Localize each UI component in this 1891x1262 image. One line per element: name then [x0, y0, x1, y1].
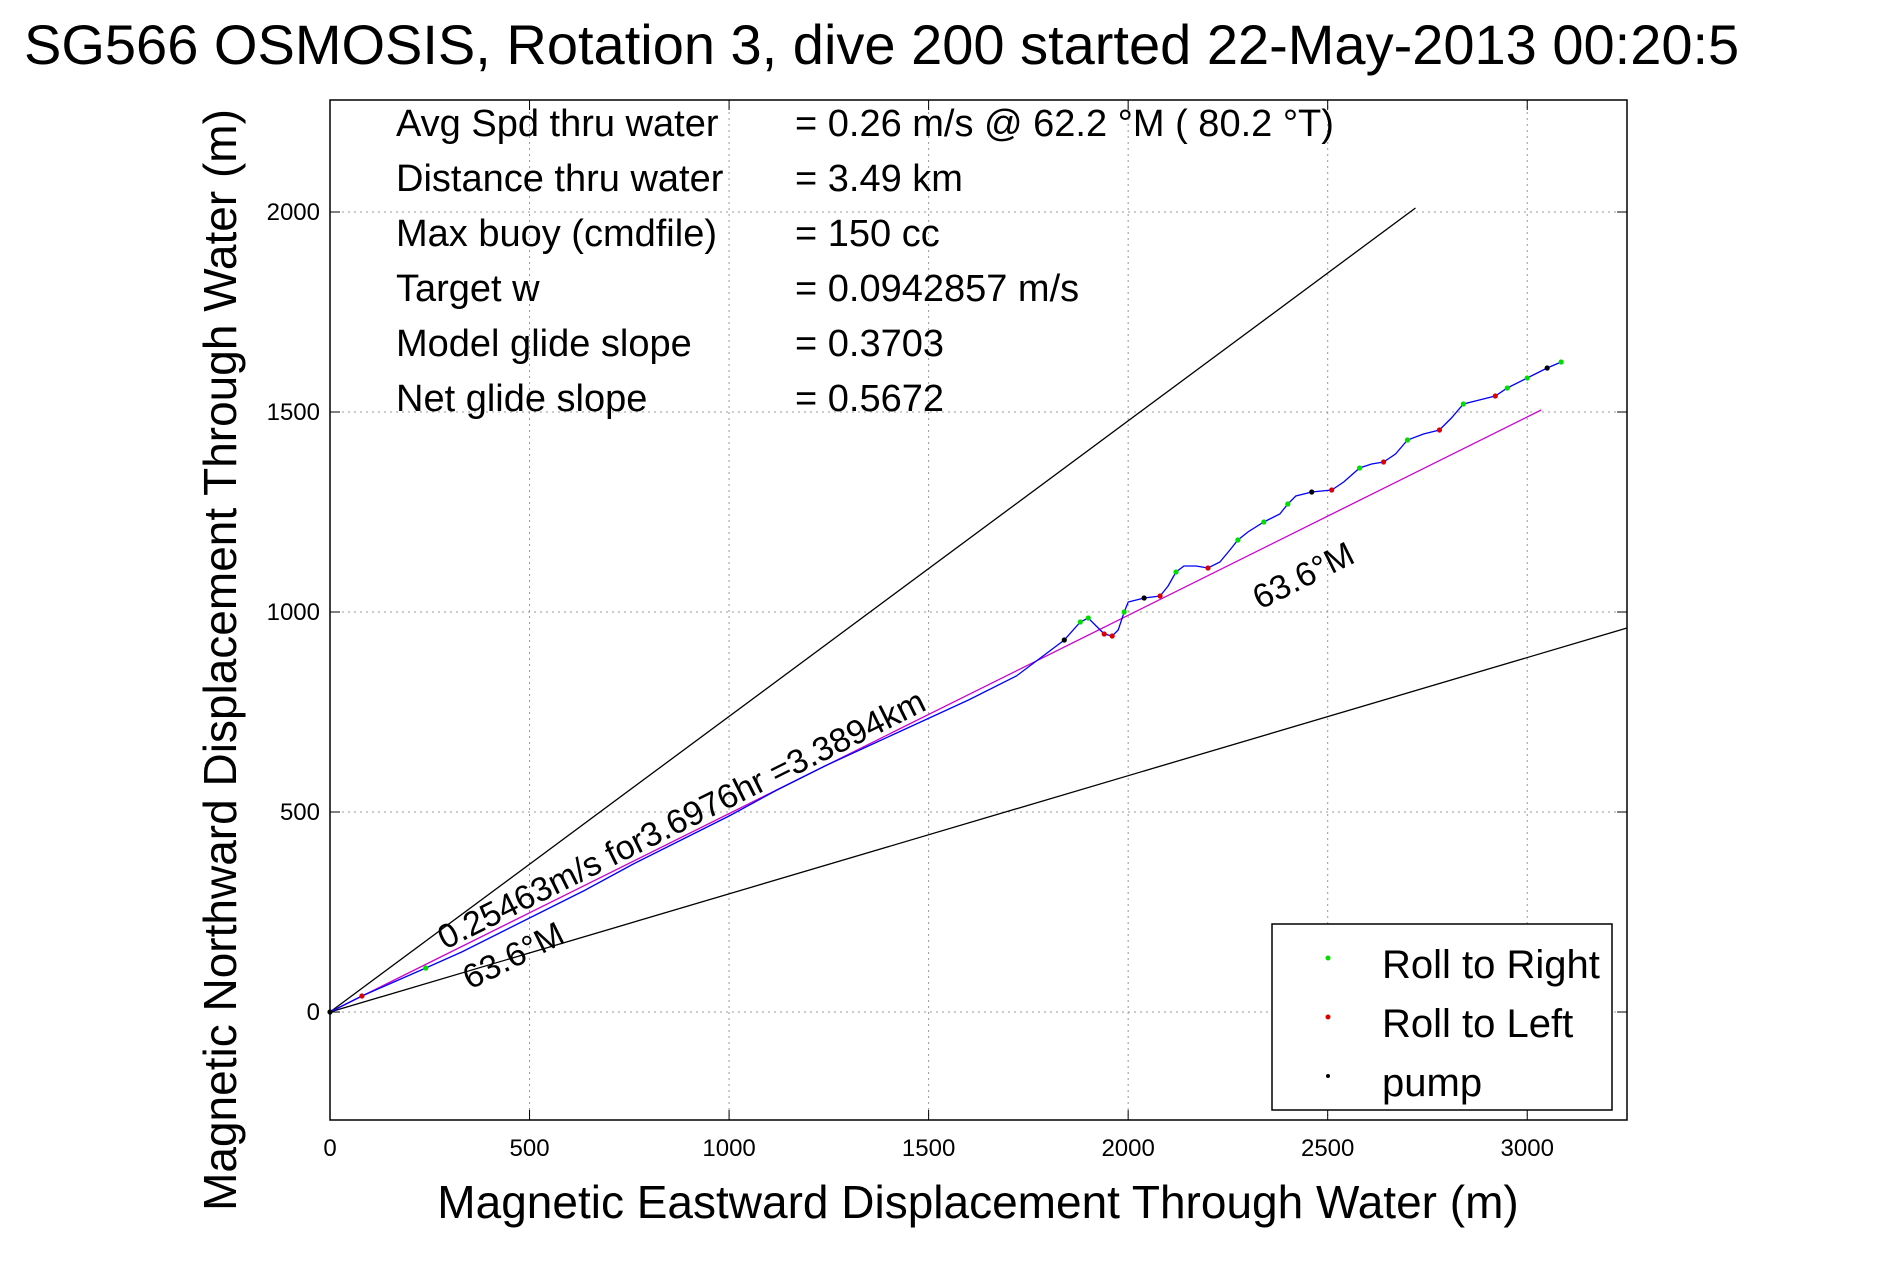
- legend-label-pump: pump: [1382, 1061, 1482, 1105]
- x-tick-label: 1500: [902, 1135, 955, 1162]
- marker-roll-to-left: [359, 993, 365, 999]
- stat-value: = 3.49 km: [795, 158, 963, 200]
- stat-value: = 0.26 m/s @ 62.2 °M ( 80.2 °T): [795, 103, 1334, 145]
- stat-label: Target w: [396, 268, 540, 310]
- reference-lines: [329, 207, 1628, 1013]
- legend-marker-roll-right: [1325, 955, 1331, 961]
- marker-roll-to-left: [1109, 633, 1115, 639]
- reference-line: [329, 207, 1416, 1013]
- axis-ticks: 0 500 1000 1500 2000 2500 3000 0 500 1000 1500 2000: [267, 100, 1627, 1162]
- marker-roll-to-left: [1205, 565, 1211, 571]
- marker-roll-to-right: [1085, 615, 1091, 621]
- marker-roll-to-right: [1558, 359, 1564, 365]
- marker-roll-to-right: [1121, 609, 1127, 615]
- legend-box: [1271, 923, 1613, 1111]
- legend: Roll to Right Roll to Left pump: [1271, 923, 1613, 1111]
- y-tick-label: 1500: [267, 399, 320, 426]
- y-tick-label: 2000: [267, 199, 320, 226]
- stat-value: = 0.5672: [795, 378, 944, 420]
- stat-value: = 150 cc: [795, 213, 940, 255]
- marker-roll-to-right: [423, 965, 429, 971]
- markers: [327, 359, 1564, 1015]
- y-axis-label: Magnetic Northward Displacement Through …: [194, 109, 246, 1211]
- stat-label: Avg Spd thru water: [396, 103, 719, 145]
- marker-roll-to-right: [1524, 375, 1530, 381]
- x-tick-label: 2000: [1101, 1135, 1154, 1162]
- marker-roll-to-right: [1235, 537, 1241, 543]
- marker-roll-to-left: [1101, 631, 1107, 637]
- marker-roll-to-left: [1380, 459, 1387, 465]
- marker-pump: [1309, 489, 1315, 495]
- x-tick-label: 3000: [1501, 1135, 1554, 1162]
- stat-value: = 0.3703: [795, 323, 944, 365]
- chart-title: SG566 OSMOSIS, Rotation 3, dive 200 star…: [24, 13, 1739, 76]
- marker-roll-to-right: [1404, 437, 1411, 443]
- marker-pump: [1141, 595, 1147, 601]
- stat-label: Model glide slope: [396, 323, 692, 365]
- legend-marker-roll-left: [1325, 1014, 1331, 1020]
- marker-roll-to-left: [1329, 487, 1335, 493]
- marker-pump: [1061, 637, 1067, 643]
- legend-label-roll-left: Roll to Left: [1382, 1002, 1573, 1046]
- y-tick-label: 500: [280, 799, 320, 826]
- reference-line: [329, 409, 1542, 1013]
- x-tick-label: 0: [323, 1135, 336, 1162]
- y-tick-label: 0: [307, 999, 320, 1026]
- marker-roll-to-right: [1285, 501, 1291, 507]
- x-tick-label: 500: [510, 1135, 550, 1162]
- marker-roll-to-left: [1157, 593, 1163, 599]
- marker-roll-to-left: [1492, 393, 1498, 399]
- y-tick-label: 1000: [267, 599, 320, 626]
- marker-pump: [1544, 365, 1550, 371]
- stat-value: = 0.0942857 m/s: [795, 268, 1079, 310]
- marker-roll-to-left: [1436, 427, 1443, 433]
- stat-label: Net glide slope: [396, 378, 647, 420]
- marker-roll-to-right: [1504, 385, 1510, 391]
- marker-roll-to-right: [1261, 519, 1267, 525]
- stats-box: Avg Spd thru water = 0.26 m/s @ 62.2 °M (…: [396, 103, 1334, 420]
- stat-label: Max buoy (cmdfile): [396, 213, 717, 255]
- stat-label: Distance thru water: [396, 158, 724, 200]
- marker-roll-to-right: [1357, 465, 1363, 471]
- x-axis-label: Magnetic Eastward Displacement Through W…: [437, 1176, 1518, 1228]
- marker-roll-to-right: [1173, 569, 1179, 575]
- plot-frame: [329, 99, 1628, 1121]
- reference-line: [329, 627, 1628, 1013]
- x-tick-label: 2500: [1301, 1135, 1354, 1162]
- legend-label-roll-right: Roll to Right: [1382, 943, 1600, 987]
- marker-roll-to-right: [1077, 619, 1083, 625]
- marker-roll-to-right: [1460, 401, 1466, 407]
- legend-marker-pump: [1326, 1074, 1330, 1078]
- x-tick-label: 1000: [702, 1135, 755, 1162]
